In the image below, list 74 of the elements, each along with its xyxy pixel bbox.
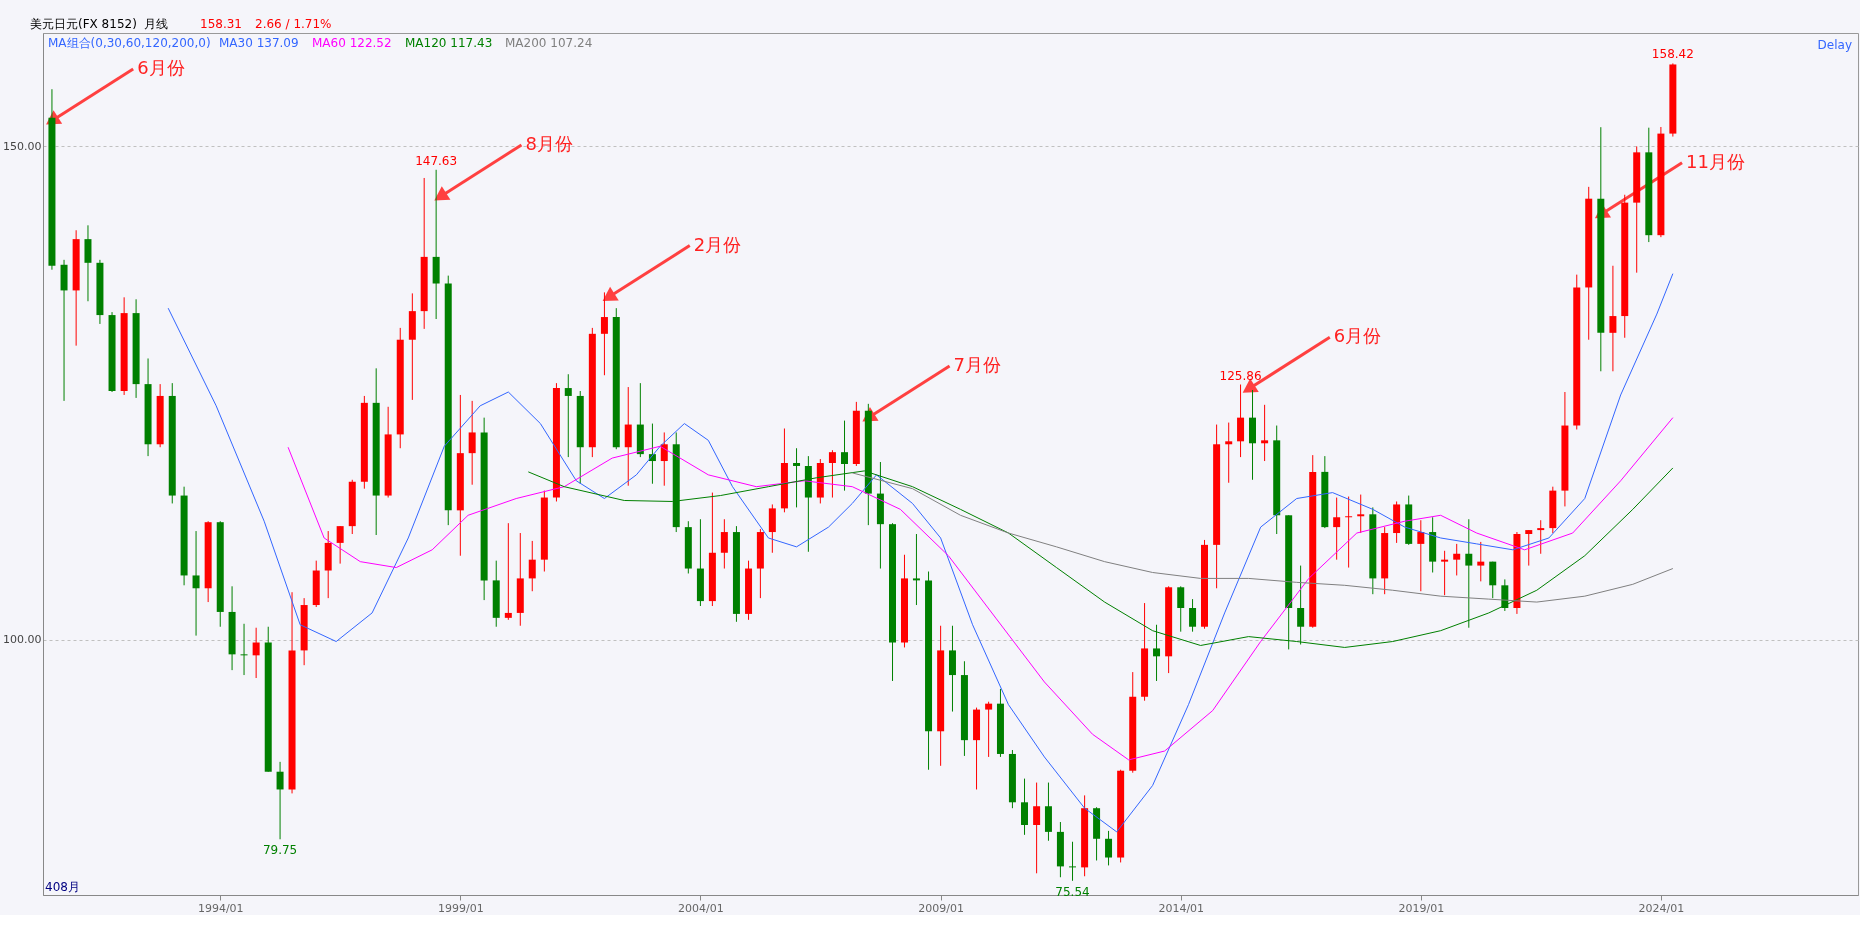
candlestick	[1453, 543, 1461, 576]
candlestick	[1105, 830, 1113, 866]
candlestick	[336, 525, 344, 565]
candlestick	[1465, 518, 1473, 629]
candlestick	[1297, 565, 1305, 645]
candlestick	[564, 373, 572, 458]
annotation: 8月份	[525, 133, 573, 154]
x-tick-label: 1994/01	[197, 901, 244, 915]
x-tick-label: 2009/01	[918, 901, 964, 915]
x-tick-label: 2004/01	[678, 901, 724, 915]
annotation: 11月份	[1686, 150, 1745, 172]
y-tick-label: 100.00	[3, 633, 42, 647]
candlestick	[240, 623, 248, 676]
candlestick	[828, 449, 836, 499]
annotation: 6月份	[1333, 325, 1382, 347]
x-tick-label: 1999/01	[437, 901, 484, 915]
candlestick	[276, 761, 284, 840]
text: 147.63	[415, 153, 458, 168]
candlestick	[1261, 404, 1269, 462]
y-tick-label: 150.00	[3, 139, 42, 153]
chart-title: 美元日元(FX 8152)	[30, 17, 137, 31]
candlestick	[1477, 541, 1485, 582]
text: MA60 122.52	[312, 36, 392, 50]
annotation: 7月份	[953, 353, 1001, 375]
candlestick	[912, 533, 920, 606]
text: MA200 107.24	[505, 36, 593, 50]
text: MA30 137.09	[219, 36, 299, 50]
candlestick	[1357, 494, 1365, 534]
annotation: Delay	[1817, 38, 1852, 52]
line-series	[287, 417, 1674, 761]
annotation: 6月份	[137, 57, 185, 79]
text: 75.54	[1055, 884, 1090, 899]
candlestick	[1609, 265, 1617, 372]
candlestick	[504, 522, 512, 621]
candlestick	[1537, 519, 1545, 555]
line-series	[851, 472, 1674, 603]
annotation: MA组合(0,30,60,120,200,0)	[48, 36, 211, 50]
text: 158.42	[1651, 47, 1694, 62]
text: 125.86	[1219, 368, 1262, 383]
candlestick	[720, 518, 728, 570]
candlestick	[624, 386, 632, 487]
text: MA120 117.43	[405, 36, 493, 50]
candlestick	[252, 627, 260, 679]
x-tick-label: 2014/01	[1158, 901, 1205, 915]
line-series	[167, 273, 1674, 833]
candlestick	[660, 431, 668, 487]
candlestick	[468, 400, 476, 486]
candlestick	[1021, 778, 1029, 836]
text: 79.75	[262, 843, 298, 858]
candlestick	[1417, 519, 1425, 592]
annotation: 408月	[45, 880, 80, 894]
candlestick	[1189, 598, 1197, 633]
x-tick-label: 2024/01	[1638, 901, 1685, 915]
candlestick	[192, 530, 200, 637]
candlestick	[84, 224, 92, 302]
candlestick	[1441, 550, 1449, 596]
candlestick	[600, 291, 608, 376]
candlestick	[528, 540, 536, 592]
candlestick	[1525, 529, 1533, 567]
candlestick	[1225, 422, 1233, 484]
candlestick	[1489, 561, 1497, 599]
candlestick	[1333, 497, 1341, 561]
candlestick	[1033, 782, 1041, 874]
text: 158.31	[200, 17, 242, 31]
candlestick	[1069, 841, 1077, 882]
candlestick	[1345, 496, 1353, 569]
candlestick	[985, 701, 993, 758]
x-tick-label: 2019/01	[1398, 901, 1445, 915]
candlestick	[1237, 384, 1245, 458]
annotation: 2月份	[693, 233, 742, 255]
candlestick	[1177, 585, 1185, 633]
text: 2.66 / 1.71%	[255, 17, 332, 31]
chart-subtitle: 月线	[144, 17, 168, 31]
candlestick	[768, 503, 776, 554]
